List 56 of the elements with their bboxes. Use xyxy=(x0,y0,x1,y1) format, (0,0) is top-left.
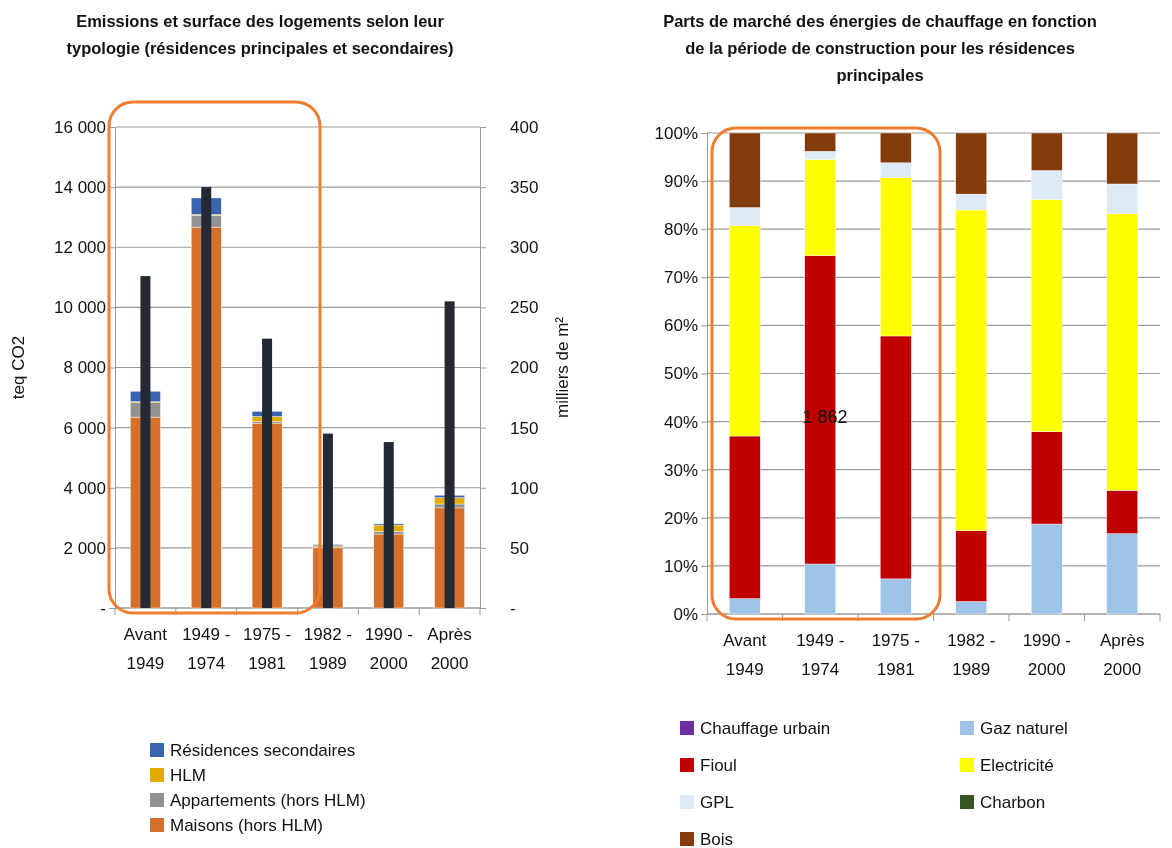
legend-label: Appartements (hors HLM) xyxy=(170,790,366,810)
y-tick-label: 50% xyxy=(663,364,698,384)
x-tick-label: Avant 1949 xyxy=(123,625,168,673)
legend-label: Fioul xyxy=(700,755,737,775)
y2-tick-label: 350 xyxy=(510,178,539,198)
x-tick-label: 1982 - 1989 xyxy=(303,625,353,673)
y2-axis-title: milliers de m² xyxy=(553,316,572,419)
y2-tick-label: - xyxy=(510,598,516,618)
y2-tick-label: 50 xyxy=(510,538,529,558)
legend-label: Electricité xyxy=(980,755,1054,775)
x-tick-label: Après 2000 xyxy=(1100,631,1145,679)
legend-label: Bois xyxy=(700,829,734,848)
x-tick-label: 1949 - 1974 xyxy=(182,625,231,673)
y-tick-label: 2 000 xyxy=(63,538,106,558)
y2-tick-label: 200 xyxy=(510,358,539,378)
y-tick-label: 30% xyxy=(663,460,698,480)
y-tick-label: 12 000 xyxy=(54,238,106,258)
x-tick-label: 1982 - 1989 xyxy=(947,631,996,679)
y-tick-label: 4 000 xyxy=(63,478,106,498)
legend-label: Maisons (hors HLM) xyxy=(170,815,324,835)
y-tick-label: 10 000 xyxy=(54,298,106,318)
legend-label: HLM xyxy=(170,765,206,785)
y-tick-label: 80% xyxy=(663,220,698,240)
y-tick-label: 8 000 xyxy=(63,358,106,378)
y-tick-label: 14 000 xyxy=(54,178,106,198)
chart-title: Parts de marché des énergies de chauffage en fonction de la période de construction pour les résidences principales xyxy=(663,12,1097,84)
y2-tick-label: 300 xyxy=(510,238,539,258)
x-tick-label: Après 2000 xyxy=(427,625,472,673)
y-tick-label: 100% xyxy=(654,123,698,143)
y2-tick-label: 400 xyxy=(510,117,539,137)
y-tick-label: 20% xyxy=(663,508,698,528)
y-tick-label: 10% xyxy=(663,556,698,576)
y-tick-label: 70% xyxy=(663,268,698,288)
legend-label: Gaz naturel xyxy=(980,718,1068,738)
x-tick-label: 1975 - 1981 xyxy=(871,631,920,679)
legend-label: Résidences secondaires xyxy=(170,740,356,760)
legend-label: Chauffage urbain xyxy=(700,718,831,738)
y-axis-title: teq CO2 xyxy=(9,335,28,400)
x-tick-label: 1975 - 1981 xyxy=(242,625,292,673)
y-tick-label: 6 000 xyxy=(63,418,106,438)
y2-tick-label: 100 xyxy=(510,478,539,498)
y-tick-label: - xyxy=(100,598,106,618)
y-tick-label: 60% xyxy=(663,316,698,336)
y-tick-label: 0% xyxy=(673,604,698,624)
y2-tick-label: 150 xyxy=(510,418,539,438)
y-tick-label: 16 000 xyxy=(54,117,106,137)
y2-tick-label: 250 xyxy=(510,298,539,318)
x-tick-label: 1990 - 2000 xyxy=(1022,631,1071,679)
legend-label: GPL xyxy=(700,792,735,812)
x-tick-label: Avant 1949 xyxy=(723,631,767,679)
y-tick-label: 40% xyxy=(663,412,698,432)
legend-label: Charbon xyxy=(980,792,1046,812)
x-tick-label: 1990 - 2000 xyxy=(364,625,413,673)
y-tick-label: 90% xyxy=(663,172,698,192)
chart-title: Emissions et surface des logements selon leur typologie (résidences principales et secondaires) xyxy=(66,12,454,57)
x-tick-label: 1949 - 1974 xyxy=(796,631,845,679)
